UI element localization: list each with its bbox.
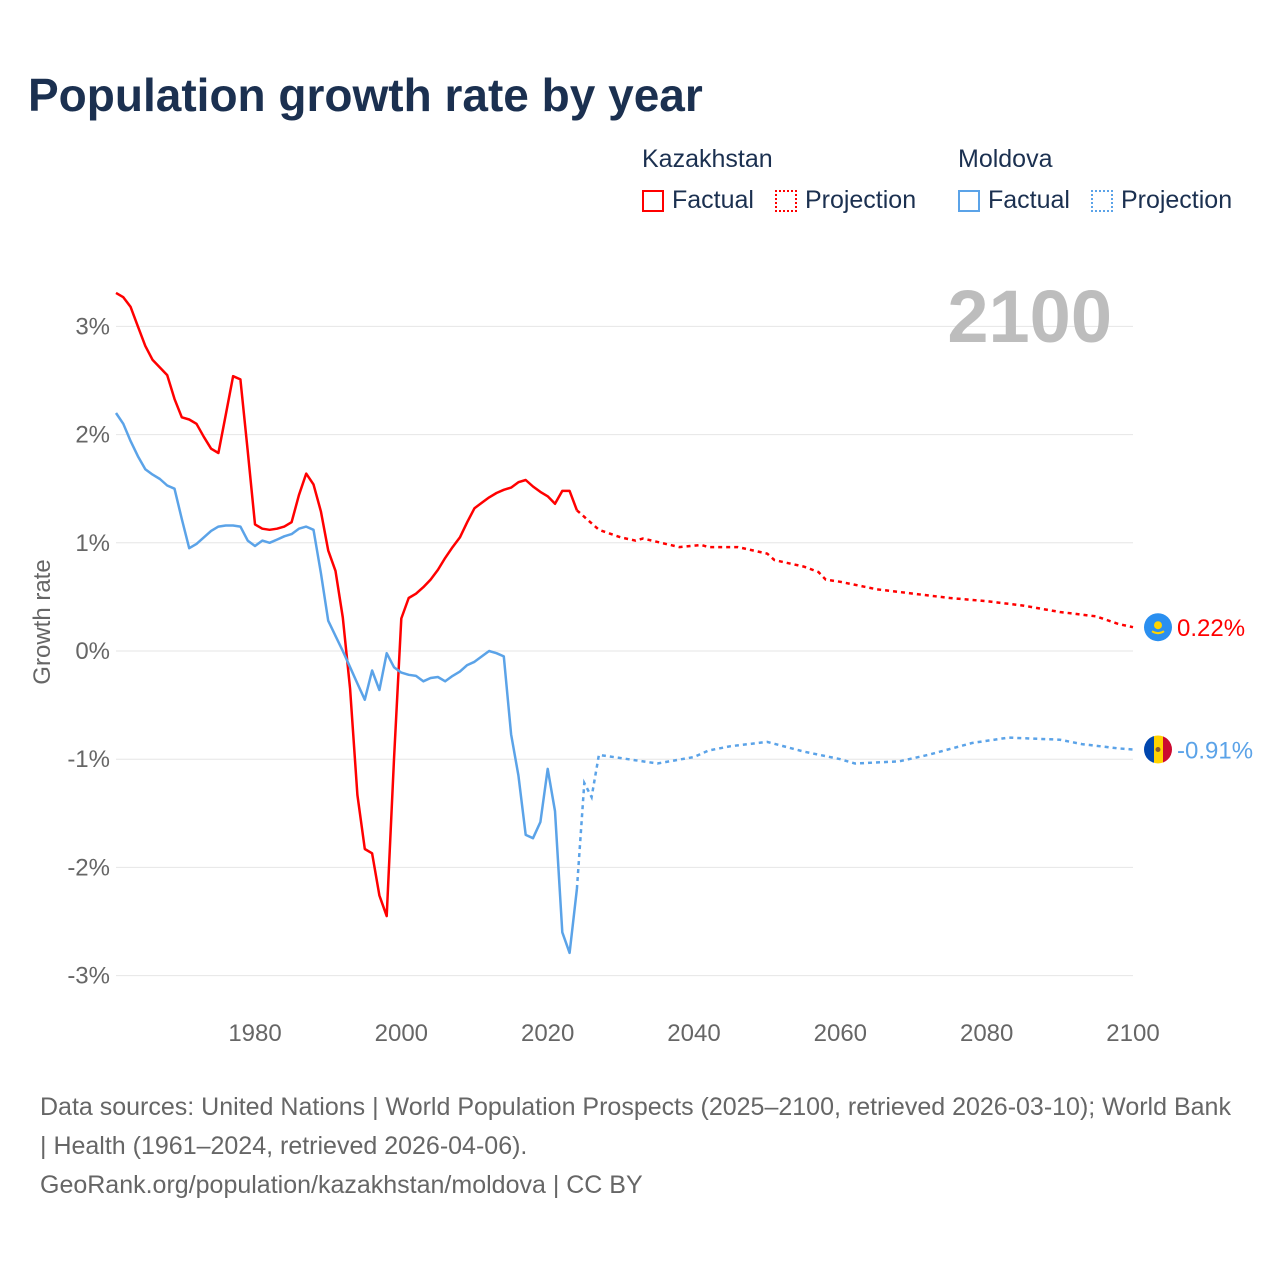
plot-area: 3% 2% 1% 0% -1% -2% -3% 1980 2000 2020 2040 2060 208… xyxy=(29,275,1253,1047)
y-tick-label: 1% xyxy=(75,530,110,557)
y-tick-label: -1% xyxy=(67,746,110,773)
x-tick-label: 2060 xyxy=(814,1020,867,1047)
legend-label: Factual xyxy=(988,186,1070,214)
legend-swatch-dotted xyxy=(774,189,797,212)
y-tick-label: -3% xyxy=(67,963,110,990)
moldova-end-label: -0.91% xyxy=(1177,737,1253,764)
y-tick-label: 0% xyxy=(75,638,110,665)
moldova-factual-line xyxy=(114,412,579,955)
y-tick-label: 2% xyxy=(75,422,110,449)
y-axis-label: Growth rate xyxy=(29,559,56,684)
x-tick-label: 2040 xyxy=(667,1020,720,1047)
x-tick-label: 2020 xyxy=(521,1020,574,1047)
legend-label: Factual xyxy=(672,186,754,214)
footer: Data sources: United Nations | World Pop… xyxy=(40,1088,1240,1205)
moldova-flag-icon xyxy=(1144,735,1172,764)
legend-moldova-factual[interactable]: Factual xyxy=(958,186,1070,215)
legend-title: Moldova xyxy=(958,145,1053,173)
chart-title: Population growth rate by year xyxy=(28,69,703,121)
kazakhstan-factual-line xyxy=(115,291,579,918)
legend-swatch-solid xyxy=(642,189,664,212)
x-tick-label: 2100 xyxy=(1106,1020,1159,1047)
legend-moldova: Moldova Factual Projection xyxy=(958,145,1246,219)
kazakhstan-projection-line xyxy=(576,509,1134,629)
legend-moldova-projection[interactable]: Projection xyxy=(1090,186,1233,215)
legend-label: Projection xyxy=(1120,186,1233,214)
moldova-projection-line xyxy=(575,736,1134,890)
legend-kazakhstan-projection[interactable]: Projection xyxy=(774,186,917,215)
kazakhstan-end-label: 0.22% xyxy=(1177,615,1245,642)
data-sources: Data sources: United Nations | World Pop… xyxy=(40,1093,1231,1160)
y-tick-label: 3% xyxy=(75,313,110,340)
x-tick-label: 2000 xyxy=(375,1020,428,1047)
legend-label: Projection xyxy=(804,186,917,214)
legend-kazakhstan: Kazakhstan Factual Projection xyxy=(642,145,930,219)
legend-title: Kazakhstan xyxy=(642,145,773,173)
x-tick-label: 2080 xyxy=(960,1020,1013,1047)
y-tick-label: -2% xyxy=(67,854,110,881)
legend-swatch-dotted xyxy=(1090,189,1113,212)
legend-kazakhstan-factual[interactable]: Factual xyxy=(642,186,754,215)
year-watermark: 2100 xyxy=(947,275,1112,358)
source-link[interactable]: GeoRank.org/population/kazakhstan/moldov… xyxy=(40,1171,643,1199)
x-tick-label: 1980 xyxy=(228,1020,281,1047)
kazakhstan-flag-icon xyxy=(1144,613,1172,642)
legend-swatch-solid xyxy=(958,189,980,212)
